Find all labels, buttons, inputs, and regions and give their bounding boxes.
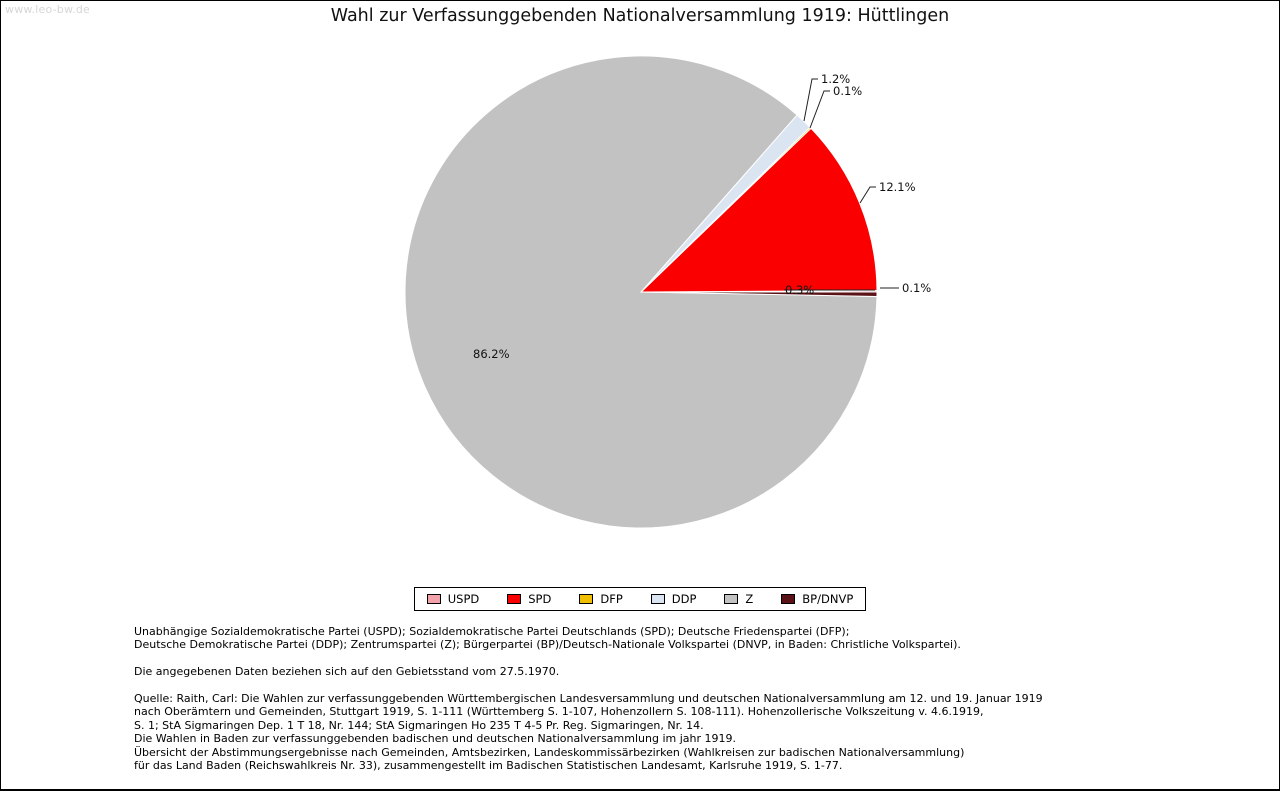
pie-percent-label-spd: 12.1% [879, 180, 916, 194]
legend-swatch-spd [507, 594, 522, 604]
footer-line: Deutsche Demokratische Partei (DDP); Zen… [134, 638, 961, 652]
legend-swatch-dfp [579, 594, 594, 604]
legend-item-spd: SPD [507, 592, 551, 606]
legend-wrap: USPD SPD DFP DDP Z BP/DNVP [1, 587, 1279, 611]
legend: USPD SPD DFP DDP Z BP/DNVP [413, 587, 867, 611]
footer-line: Die angegebenen Daten beziehen sich auf … [134, 665, 560, 679]
footer-line: Die Wahlen in Baden zur verfassunggebend… [134, 732, 737, 746]
legend-item-dfp: DFP [579, 592, 623, 606]
pie-leader-line-dfp [809, 90, 830, 129]
footer-line: S. 1; StA Sigmaringen Dep. 1 T 18, Nr. 1… [134, 718, 704, 732]
pie-percent-label-z: 86.2% [473, 347, 510, 361]
legend-swatch-z [724, 594, 739, 604]
footer-spacer [134, 652, 1043, 665]
legend-label: DFP [600, 592, 623, 606]
legend-item-uspd: USPD [426, 592, 480, 606]
pie-percent-label-dfp: 0.1% [833, 84, 862, 98]
legend-label: USPD [447, 592, 480, 606]
watermark: www.leo-bw.de [5, 3, 91, 16]
legend-swatch-uspd [426, 594, 441, 604]
footer-line: Übersicht der Abstimmungsergebnisse nach… [134, 745, 965, 759]
footer-line: Quelle: Raith, Carl: Die Wahlen zur verf… [134, 692, 1043, 705]
footer-spacer [134, 679, 1043, 692]
legend-label: SPD [528, 592, 552, 606]
legend-item-z: Z [724, 592, 753, 606]
pie-leader-line-ddp [803, 78, 818, 122]
legend-item-ddp: DDP [650, 592, 697, 606]
footer-line: nach Oberämtern und Gemeinden, Stuttgart… [134, 705, 984, 719]
pie-leader-line-spd [859, 186, 876, 204]
legend-label: Z [745, 592, 754, 606]
legend-label: DDP [671, 592, 697, 606]
pie-chart: 0.1%12.1%0.1%1.2%86.2%0.3% [404, 55, 931, 529]
legend-swatch-bp-dnvp [781, 594, 796, 604]
footer-line: Unabhängige Sozialdemokratische Partei (… [134, 625, 850, 638]
legend-swatch-ddp [650, 594, 665, 604]
footer-line: für das Land Baden (Reichswahlkreis Nr. … [134, 759, 843, 773]
chart-title: Wahl zur Verfassunggebenden Nationalvers… [330, 6, 950, 26]
pie-percent-label-bp-dnvp: 0.3% [785, 283, 814, 297]
legend-label: BP/DNVP [802, 592, 854, 606]
footer: Unabhängige Sozialdemokratische Partei (… [134, 625, 1043, 772]
pie-percent-label-ddp: 1.2% [821, 72, 850, 86]
pie-percent-label-uspd: 0.1% [902, 281, 931, 295]
pie-slice-spd [639, 127, 878, 293]
pie-slice-bp-dnvp [640, 291, 878, 297]
legend-item-bp-dnvp: BP/DNVP [781, 592, 853, 606]
